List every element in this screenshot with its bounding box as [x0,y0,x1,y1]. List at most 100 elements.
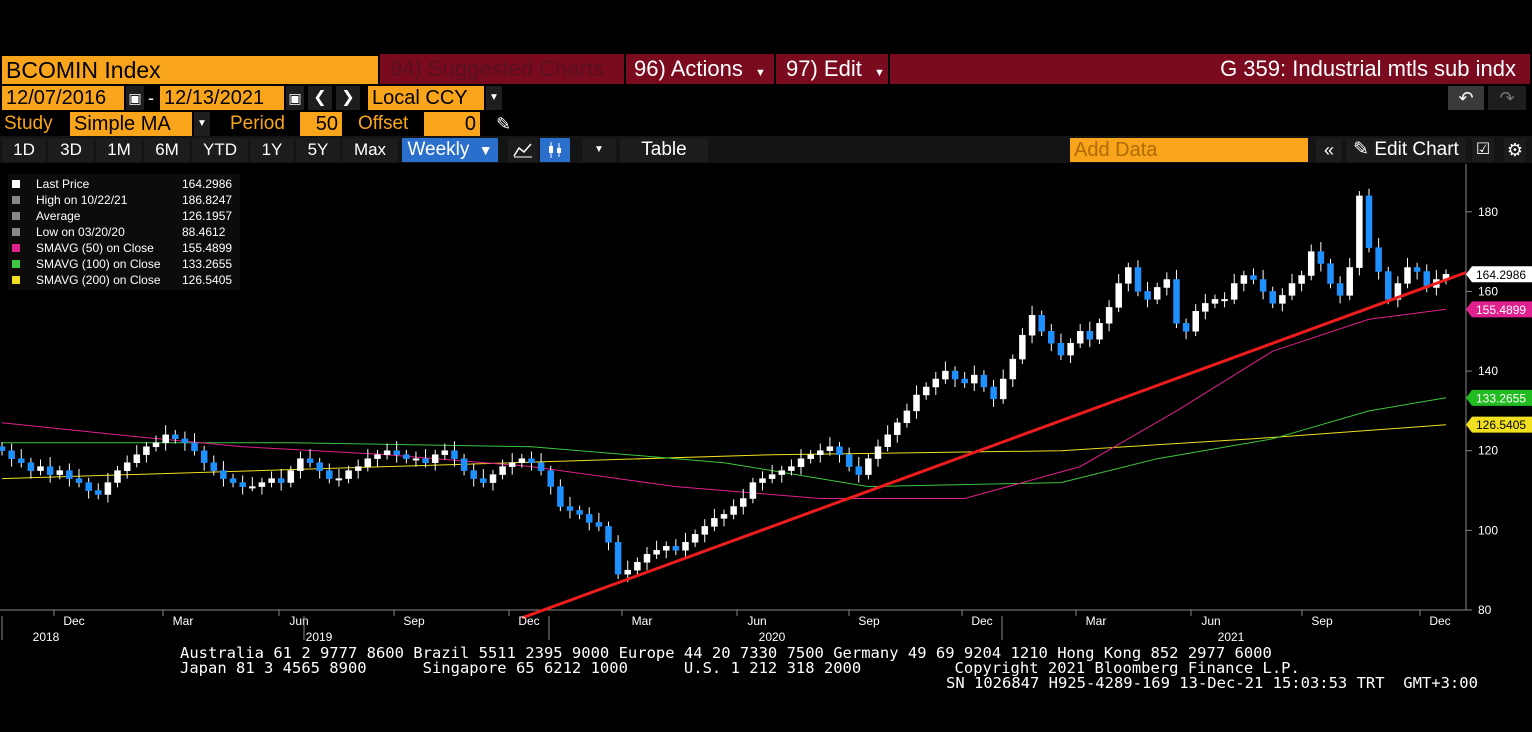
candle-body-down [66,470,73,479]
candle-body-up [1230,283,1238,300]
chevron-down-icon[interactable]: ▼ [582,138,616,162]
candle [133,445,141,468]
legend-row: High on 10/22/21 186.8247 [8,192,240,208]
price-chart[interactable]: 80 100 120 140 160 180 Dec Mar Jun Sep Dec Mar Jun S… [0,164,1532,650]
legend-value: 133.2655 [182,257,233,271]
candle-body-down [470,470,477,479]
candle-body-up [297,458,304,471]
candle-body-up [865,458,872,475]
candle [460,453,468,476]
candle-body-up [152,442,160,448]
candle-body-down [845,454,853,467]
candle-body-up [894,422,901,435]
candlestick-icon[interactable] [540,138,570,162]
range-max-button[interactable]: Max [342,138,398,162]
calendar-icon[interactable]: ▣ [126,86,144,110]
candle [768,465,776,484]
calendar-icon[interactable]: ▣ [286,86,304,110]
legend-value: 164.2986 [182,177,233,191]
price-tag-label: 164.2986 [1476,268,1526,282]
edit-icon[interactable]: ☑ [1472,138,1494,162]
candle [1240,270,1248,292]
gear-icon[interactable]: ⚙ [1504,138,1526,162]
candle-body-down [8,450,15,459]
candle-body-up [932,378,940,388]
candle [268,471,275,488]
sma100-line [2,397,1447,488]
legend-label: Low on 03/20/20 [36,225,125,239]
candle [1163,272,1171,296]
redo-icon[interactable]: ↷ [1488,86,1526,110]
currency-select[interactable]: Local CCY [368,86,484,110]
frequency-label: Weekly [407,139,470,160]
next-arrow-icon[interactable]: ❯ [336,86,360,110]
pencil-icon[interactable]: ✎ [496,114,512,134]
line-chart-icon[interactable] [508,138,538,162]
range-6m-button[interactable]: 6M [144,138,190,162]
candle [1105,300,1113,332]
candle [403,449,410,464]
legend-swatch [12,212,20,220]
range-3d-button[interactable]: 3D [48,138,94,162]
candle [701,519,709,543]
candle [66,463,73,487]
candle-body-down [95,490,102,495]
legend-row: SMAVG (50) on Close 155.4899 [8,240,240,256]
price-tag: 155.4899 [1466,301,1532,318]
previous-arrow-icon[interactable]: ❮ [308,86,332,110]
range-1y-button[interactable]: 1Y [250,138,294,162]
range-5y-button[interactable]: 5Y [296,138,340,162]
candle-body-up [691,534,699,543]
candle [210,455,218,476]
candle-body-up [653,550,660,555]
candle [345,465,352,484]
legend-value: 126.5405 [182,273,233,287]
chevron-down-icon[interactable]: ▼ [486,86,502,110]
candle [817,443,824,463]
candle-body-down [1327,263,1334,284]
start-date-field[interactable]: 12/07/2016 [2,86,124,110]
range-ytd-button[interactable]: YTD [192,138,248,162]
candle [383,443,391,460]
candle-body-up [354,466,362,471]
candle-body-down [0,446,6,451]
table-button[interactable]: Table [620,138,708,162]
range-1m-button[interactable]: 1M [96,138,142,162]
candle-body-down [326,470,333,479]
candle-body-up [1067,342,1074,356]
candle-body-up [508,462,516,467]
add-data-input[interactable]: Add Data [1070,138,1308,162]
candle-body-down [393,450,400,455]
price-tag: 133.2655 [1466,389,1532,406]
chevron-down-icon: ▼ [873,67,885,79]
study-type-select[interactable]: Simple MA [70,112,192,136]
candle-body-down [172,434,179,440]
year-label: 2019 [306,630,333,644]
actions-button[interactable]: 96) Actions ▼ [626,54,774,84]
candle [18,449,25,468]
x-tick-label: Mar [173,614,194,628]
edit-chart-button[interactable]: ✎ Edit Chart [1346,138,1466,162]
range-1d-button[interactable]: 1D [2,138,46,162]
candle [1125,262,1132,292]
y-tick-label: 120 [1478,444,1498,458]
candle-body-down [46,466,54,475]
candle [682,532,689,559]
edit-button[interactable]: 97) Edit ▼ [776,54,888,84]
suggested-charts-button[interactable]: 94) Suggested Charts [380,54,624,84]
frequency-select[interactable]: Weekly ▼ [402,138,498,162]
candle [999,369,1007,404]
candle [508,453,516,475]
candle [1048,324,1055,352]
end-date-field[interactable]: 12/13/2021 [160,86,284,110]
candle-body-down [27,462,35,471]
candle [740,488,747,515]
security-field[interactable]: BCOMIN Index [2,56,378,84]
collapse-icon[interactable]: « [1316,138,1342,162]
offset-field[interactable]: 0 [424,112,480,136]
candle [412,451,420,467]
legend-row: SMAVG (100) on Close 133.2655 [8,256,240,272]
period-field[interactable]: 50 [300,112,342,136]
chevron-down-icon[interactable]: ▼ [194,112,210,136]
undo-icon[interactable]: ↶ [1448,86,1484,110]
